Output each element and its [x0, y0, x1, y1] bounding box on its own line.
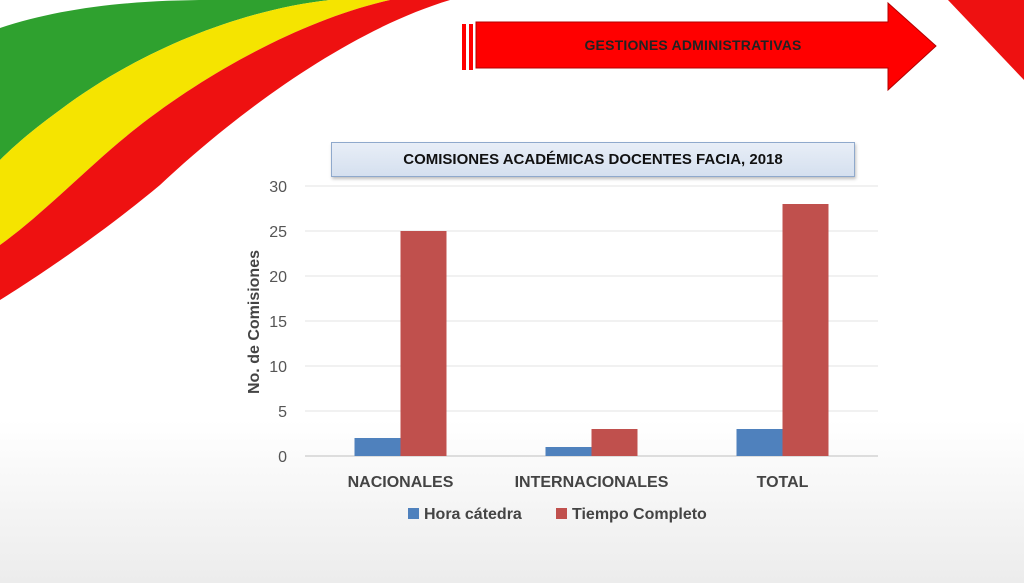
legend-swatch [556, 508, 567, 519]
flag-yellow-band [0, 0, 390, 245]
legend-swatch [408, 508, 419, 519]
bar-tiempo-completo [782, 204, 829, 456]
flag-green-band [0, 0, 330, 160]
y-tick-label: 20 [269, 269, 287, 286]
legend-label: Tiempo Completo [572, 506, 707, 523]
x-axis: NACIONALES INTERNACIONALES TOTAL [348, 474, 809, 491]
banner-arrow [462, 1, 937, 92]
x-tick-label: INTERNACIONALES [515, 474, 669, 491]
y-tick-label: 30 [269, 179, 287, 196]
legend: Hora cátedra Tiempo Completo [408, 506, 707, 523]
y-tick-label: 25 [269, 224, 287, 241]
bars [354, 204, 829, 456]
y-tick-label: 5 [278, 404, 287, 421]
y-tick-label: 0 [278, 449, 287, 466]
bar-tiempo-completo [400, 231, 447, 456]
x-tick-label: TOTAL [757, 474, 809, 491]
y-axis: 0 5 10 15 20 25 30 [269, 179, 287, 466]
bar-hora-catedra [736, 429, 783, 456]
legend-label: Hora cátedra [424, 506, 522, 523]
bar-hora-catedra [354, 438, 401, 456]
y-tick-label: 10 [269, 359, 287, 376]
y-axis-label: No. de Comisiones [246, 250, 263, 394]
flag-red-band [0, 0, 450, 300]
bar-tiempo-completo [591, 429, 638, 456]
y-tick-label: 15 [269, 314, 287, 331]
bar-hora-catedra [545, 447, 592, 456]
x-tick-label: NACIONALES [348, 474, 454, 491]
corner-red-wedge [948, 0, 1024, 80]
chart-title: COMISIONES ACADÉMICAS DOCENTES FACIA, 20… [331, 142, 855, 177]
banner-title: GESTIONES ADMINISTRATIVAS [584, 37, 802, 53]
